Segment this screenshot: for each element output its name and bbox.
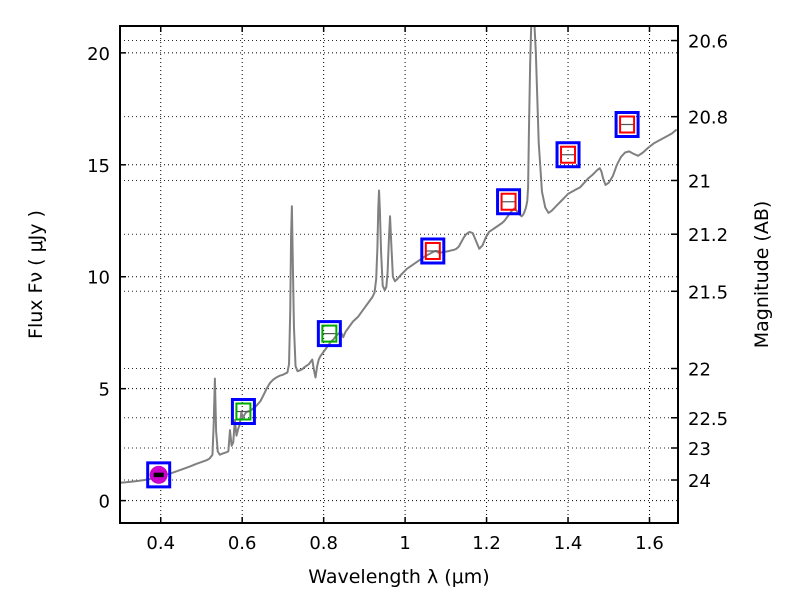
y-axis-title-left: Flux Fν ( μJy ) [25, 210, 47, 339]
mag-ticklabel-7: 23 [688, 439, 711, 460]
photometry-point-6 [555, 141, 581, 169]
x-ticklabel-5: 1.4 [554, 533, 583, 554]
y-axis-title-right: Magnitude (AB) [751, 201, 773, 349]
axes-frame-layer [119, 25, 679, 524]
x-ticklabel-1: 0.6 [228, 533, 257, 554]
marker-outer-square-7 [614, 111, 640, 139]
axis-labels-layer: 0.4 0.6 0.8 1 1.2 1.4 1.6 0 5 10 15 20 20.6 20.8 21 21.… [25, 32, 773, 588]
mag-ticklabel-2: 21 [688, 171, 711, 192]
plot-frame [119, 25, 679, 524]
photometry-point-1 [146, 461, 172, 489]
photometry-markers-layer [146, 111, 640, 489]
marker-inner-square-3 [321, 324, 338, 343]
axis-ticks-layer [120, 26, 678, 523]
photometry-point-7 [614, 111, 640, 139]
mag-ticklabel-6: 22.5 [688, 409, 728, 430]
mag-ticklabel-5: 22 [688, 360, 711, 381]
spectrum-line-0 [120, 26, 677, 484]
y-ticklabel-3: 15 [87, 156, 110, 177]
y-ticklabel-0: 0 [99, 492, 110, 513]
marker-inner-square-5 [500, 192, 517, 211]
mag-ticklabel-8: 24 [688, 471, 711, 492]
x-ticklabel-6: 1.6 [635, 533, 664, 554]
marker-inner-square-7 [619, 115, 636, 134]
photometry-point-4 [420, 237, 446, 265]
marker-outer-square-1 [146, 461, 172, 489]
y-ticklabel-1: 5 [99, 380, 110, 401]
y-ticklabel-2: 10 [87, 268, 110, 289]
marker-inner-square-6 [560, 145, 577, 164]
marker-inner-square-4 [424, 241, 441, 260]
photometry-point-5 [496, 188, 522, 216]
mag-ticklabel-3: 21.2 [688, 225, 728, 246]
marker-outer-square-3 [316, 320, 342, 348]
photometry-point-3 [316, 320, 342, 348]
marker-outer-square-6 [555, 141, 581, 169]
x-ticklabel-3: 1 [399, 533, 410, 554]
marker-outer-square-4 [420, 237, 446, 265]
marker-outer-square-5 [496, 188, 522, 216]
x-ticklabel-4: 1.2 [472, 533, 501, 554]
x-ticklabel-2: 0.8 [309, 533, 338, 554]
spectrum-curve-layer [120, 26, 677, 484]
x-axis-title: Wavelength λ (μm) [308, 566, 489, 588]
y-ticklabel-4: 20 [87, 44, 110, 65]
x-ticklabel-0: 0.4 [146, 533, 175, 554]
photometry-point-2 [230, 398, 256, 426]
mag-ticklabel-4: 21.5 [688, 282, 728, 303]
mag-ticklabel-0: 20.6 [688, 32, 728, 53]
marker-inner-square-2 [235, 402, 252, 421]
marker-errorbar-cap-1 [153, 472, 164, 478]
marker-outer-square-2 [230, 398, 256, 426]
grid-layer [120, 26, 678, 523]
mag-ticklabel-1: 20.8 [688, 108, 728, 129]
